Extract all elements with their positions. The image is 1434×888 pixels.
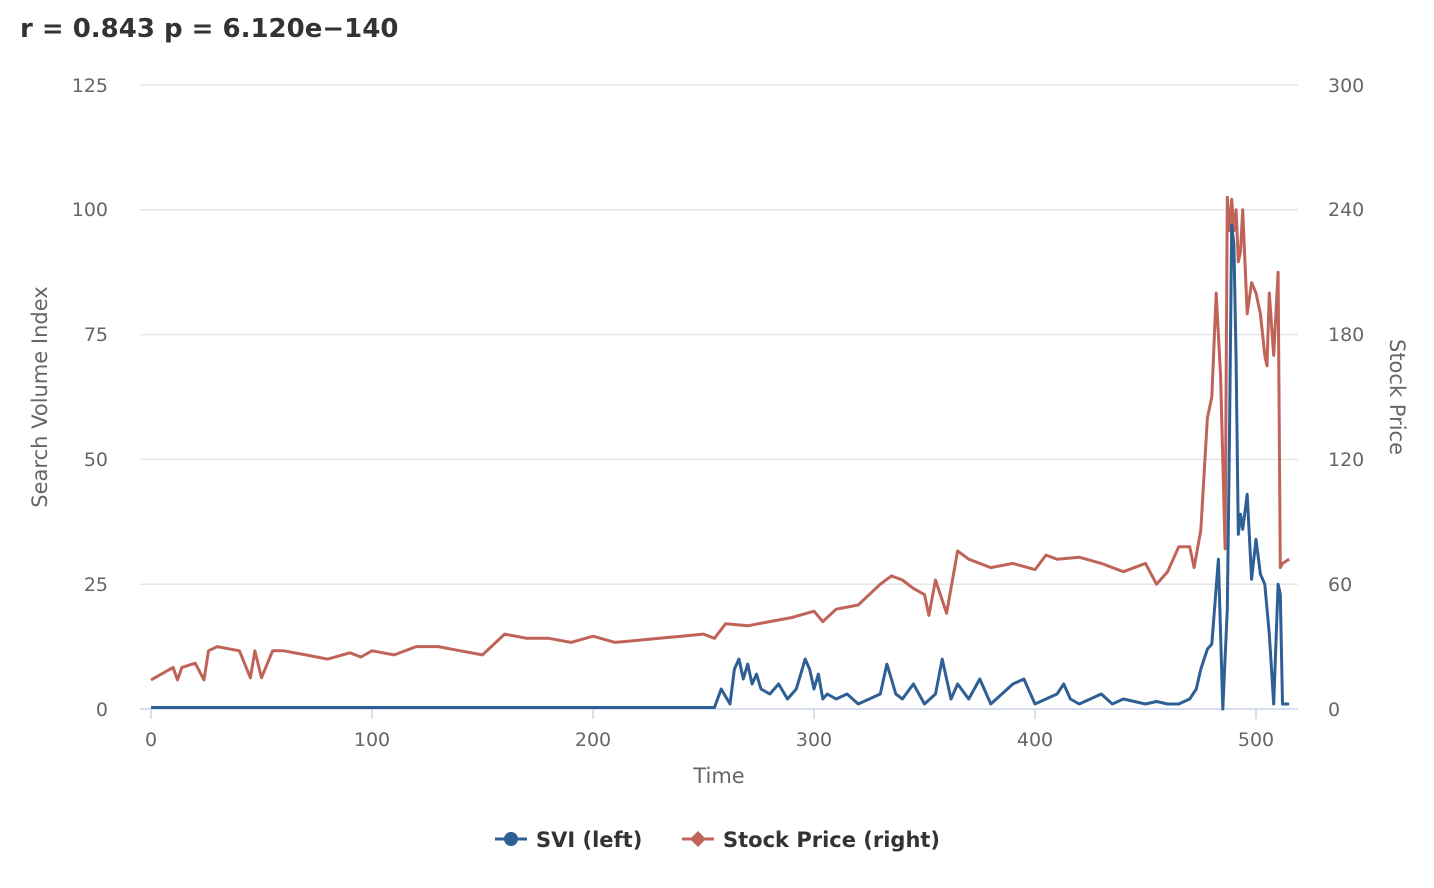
grid-lines bbox=[140, 84, 1298, 585]
legend-item-stock-price[interactable]: Stock Price (right) bbox=[682, 828, 940, 852]
left-tick-label: 50 bbox=[84, 449, 108, 471]
x-tick-label: 200 bbox=[575, 729, 611, 751]
right-axis-ticks: 0 60 120 180 240 300 bbox=[1328, 75, 1364, 721]
x-tick-label: 400 bbox=[1017, 729, 1053, 751]
left-axis-title: Search Volume Index bbox=[28, 286, 52, 507]
right-axis-title: Stock Price bbox=[1385, 339, 1409, 455]
left-tick-label: 0 bbox=[96, 699, 108, 721]
chart-title: r = 0.843 p = 6.120e−140 bbox=[20, 14, 399, 44]
left-tick-label: 125 bbox=[72, 75, 108, 97]
left-tick-label: 25 bbox=[84, 574, 108, 596]
svi-legend-marker bbox=[504, 832, 518, 846]
x-tick-label: 0 bbox=[145, 729, 157, 751]
right-tick-label: 180 bbox=[1328, 324, 1364, 346]
x-tick-label: 300 bbox=[796, 729, 832, 751]
right-tick-label: 120 bbox=[1328, 449, 1364, 471]
x-tick-label: 100 bbox=[354, 729, 390, 751]
legend: SVI (left) Stock Price (right) bbox=[495, 828, 940, 852]
svi-series-line bbox=[151, 223, 1290, 711]
left-tick-label: 100 bbox=[72, 199, 108, 221]
x-tick-marks bbox=[150, 709, 1257, 719]
svi-legend-label: SVI (left) bbox=[536, 828, 642, 852]
right-tick-label: 240 bbox=[1328, 199, 1364, 221]
left-axis-ticks: 0 25 50 75 100 125 bbox=[72, 75, 108, 721]
x-tick-label: 500 bbox=[1238, 729, 1274, 751]
legend-item-svi[interactable]: SVI (left) bbox=[495, 828, 642, 852]
left-tick-label: 75 bbox=[84, 324, 108, 346]
stock-price-legend-marker bbox=[690, 831, 706, 847]
right-tick-label: 0 bbox=[1328, 699, 1340, 721]
x-axis: 0 100 200 300 400 500 bbox=[140, 708, 1298, 751]
right-tick-label: 60 bbox=[1328, 574, 1352, 596]
x-axis-title: Time bbox=[692, 764, 744, 788]
stock-price-legend-label: Stock Price (right) bbox=[723, 828, 940, 852]
stock-price-series-line bbox=[150, 195, 1290, 682]
right-tick-label: 300 bbox=[1328, 75, 1364, 97]
